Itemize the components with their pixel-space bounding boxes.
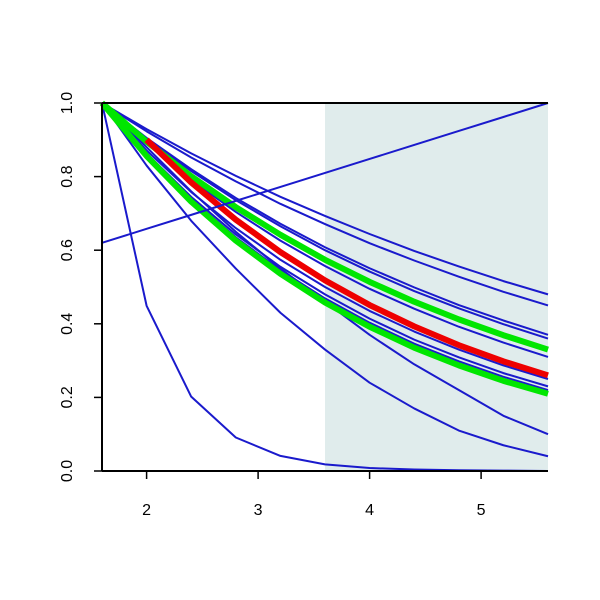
- x-tick-label: 2: [142, 502, 151, 519]
- x-tick-label: 5: [477, 502, 486, 519]
- x-tick-label: 4: [365, 502, 374, 519]
- series-line: [144, 137, 549, 379]
- series-line: [99, 101, 549, 397]
- y-tick-label: 1.0: [59, 92, 76, 114]
- y-tick-label: 0.6: [59, 239, 76, 261]
- series-line: [101, 102, 549, 380]
- shaded-region: [325, 103, 548, 471]
- y-tick-label: 0.2: [59, 386, 76, 408]
- y-tick-label: 0.0: [59, 460, 76, 482]
- y-tick-label: 0.8: [59, 165, 76, 187]
- series-line: [101, 102, 549, 336]
- x-tick-label: 3: [254, 502, 263, 519]
- series-line: [101, 102, 549, 340]
- series-line: [101, 102, 549, 307]
- series-line: [101, 102, 549, 458]
- series-line: [101, 102, 549, 244]
- series-line: [101, 102, 549, 296]
- y-tick-label: 0.4: [59, 313, 76, 335]
